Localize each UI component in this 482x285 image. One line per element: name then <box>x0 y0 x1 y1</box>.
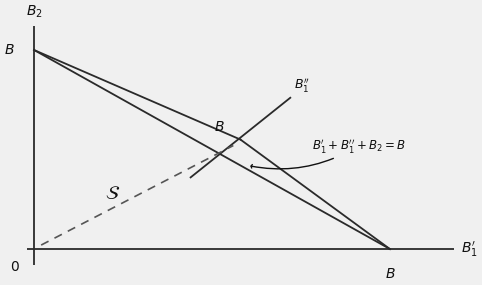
Text: $0$: $0$ <box>10 260 19 274</box>
Text: $B$: $B$ <box>4 43 14 57</box>
Text: $B$: $B$ <box>214 120 225 134</box>
Text: $B_2$: $B_2$ <box>26 4 42 20</box>
Text: $B_1'$: $B_1'$ <box>461 239 478 259</box>
Text: $B_1''$: $B_1''$ <box>294 76 310 94</box>
Text: $B$: $B$ <box>385 267 395 281</box>
Text: $\mathcal{S}$: $\mathcal{S}$ <box>105 184 120 203</box>
Text: $B_1' + B_1'' + B_2 = B$: $B_1' + B_1'' + B_2 = B$ <box>251 137 405 169</box>
